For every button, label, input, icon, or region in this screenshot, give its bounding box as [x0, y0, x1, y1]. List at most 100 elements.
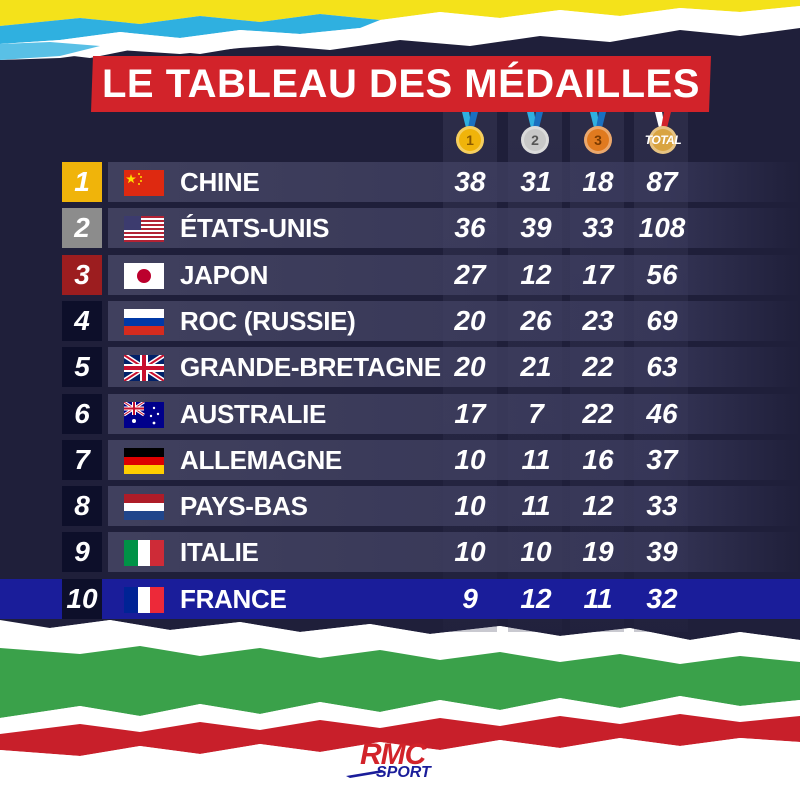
bronze-count: 33 [582, 212, 614, 243]
gold-count: 10 [454, 536, 486, 567]
rank-badge: 7 [62, 440, 102, 480]
country-name: ÉTATS-UNIS [180, 213, 330, 243]
country-name: ITALIE [180, 537, 259, 567]
logo-sub: SPORT [376, 764, 431, 781]
page-title: LE TABLEAU DES MÉDAILLES [102, 61, 700, 106]
rank-badge: 8 [62, 486, 102, 526]
total-count: 46 [646, 398, 678, 429]
gold-count: 36 [454, 212, 486, 243]
usa-flag-icon [124, 216, 164, 242]
rank-badge: 6 [62, 394, 102, 434]
silver-count: 39 [520, 212, 552, 243]
rank-badge: 5 [62, 347, 102, 387]
total-count: 108 [638, 212, 686, 243]
row-background [108, 347, 800, 387]
silver-count: 31 [520, 166, 552, 197]
table-row: 9 ITALIE 10 10 19 39 [60, 532, 800, 572]
silver-count: 12 [520, 583, 552, 614]
bronze-count: 23 [582, 305, 614, 336]
total-count: 56 [646, 259, 678, 290]
germany-flag-icon [124, 448, 164, 474]
country-name: ROC (RUSSIE) [180, 306, 356, 336]
rank-badge: 9 [62, 532, 102, 572]
table-row: 3 JAPON 27 12 17 56 [60, 255, 800, 295]
table-row: 5 GRANDE-BRETAGNE 20 21 22 63 [60, 347, 800, 387]
silver-count: 12 [520, 259, 552, 290]
silver-count: 11 [521, 444, 551, 475]
bronze-count: 17 [582, 259, 614, 290]
bronze-count: 19 [582, 536, 614, 567]
rank-badge: 1 [62, 162, 102, 202]
table-row: 10 FRANCE 9 12 11 32 [0, 579, 800, 619]
bronze-medal-number: 3 [584, 126, 612, 154]
silver-medal-number: 2 [521, 126, 549, 154]
netherlands-flag-icon [124, 494, 164, 520]
country-name: ALLEMAGNE [180, 445, 342, 475]
title-banner: LE TABLEAU DES MÉDAILLES [91, 56, 711, 112]
total-count: 37 [646, 444, 678, 475]
silver-count: 26 [520, 305, 552, 336]
table-row: 6 AUSTRALIE 17 7 22 46 [60, 394, 800, 434]
country-name: JAPON [180, 260, 269, 290]
row-background [108, 208, 800, 248]
rank-badge: 10 [62, 579, 102, 619]
bronze-count: 22 [582, 351, 614, 382]
silver-count: 21 [520, 351, 552, 382]
total-count: 63 [646, 351, 678, 382]
gold-count: 38 [454, 166, 486, 197]
table-row: 7 ALLEMAGNE 10 11 16 37 [60, 440, 800, 480]
row-background [108, 486, 800, 526]
bronze-count: 12 [582, 490, 614, 521]
row-background [108, 532, 800, 572]
row-background [108, 255, 800, 295]
total-column-label: TOTAL [644, 133, 682, 147]
bronze-medal-icon: 3 [580, 112, 616, 156]
table-row: 1 CHINE 38 31 18 87 [60, 162, 800, 202]
total-count: 32 [646, 583, 678, 614]
china-flag-icon [124, 170, 164, 196]
rank-badge: 3 [62, 255, 102, 295]
bronze-count: 22 [582, 398, 614, 429]
gold-count: 20 [454, 351, 486, 382]
row-background [108, 394, 800, 434]
table-row: 2 ÉTATS-UNIS 36 39 33 108 [60, 208, 800, 248]
bronze-count: 11 [583, 583, 613, 614]
total-medal-icon [645, 112, 681, 156]
gold-count: 20 [454, 305, 486, 336]
gold-count: 10 [454, 444, 486, 475]
table-row: 4 ROC (RUSSIE) 20 26 23 69 [60, 301, 800, 341]
row-background [108, 440, 800, 480]
silver-count: 11 [521, 490, 551, 521]
total-count: 39 [646, 536, 678, 567]
total-count: 69 [646, 305, 678, 336]
row-background [108, 301, 800, 341]
bronze-count: 18 [582, 166, 614, 197]
gold-medal-icon: 1 [452, 112, 488, 156]
gold-count: 27 [454, 259, 486, 290]
gold-medal-number: 1 [456, 126, 484, 154]
country-name: FRANCE [180, 584, 287, 614]
country-name: PAYS-BAS [180, 491, 308, 521]
australia-flag-icon [124, 402, 164, 428]
total-count: 33 [646, 490, 678, 521]
italy-flag-icon [124, 540, 164, 566]
gold-count: 10 [454, 490, 486, 521]
country-name: CHINE [180, 167, 260, 197]
russia-flag-icon [124, 309, 164, 335]
silver-count: 10 [520, 536, 552, 567]
silver-count: 7 [528, 398, 544, 429]
row-background [108, 162, 800, 202]
logo-brand: RMC [360, 738, 426, 771]
table-row: 8 PAYS-BAS 10 11 12 33 [60, 486, 800, 526]
gold-count: 17 [454, 398, 486, 429]
uk-flag-icon [124, 355, 164, 381]
bronze-count: 16 [582, 444, 614, 475]
logo-swoosh-icon [346, 770, 386, 778]
rank-badge: 2 [62, 208, 102, 248]
rank-badge: 4 [62, 301, 102, 341]
country-name: GRANDE-BRETAGNE [180, 352, 441, 382]
total-count: 87 [646, 166, 678, 197]
gold-count: 9 [462, 583, 478, 614]
rmc-sport-logo: RMC SPORT [346, 738, 456, 788]
